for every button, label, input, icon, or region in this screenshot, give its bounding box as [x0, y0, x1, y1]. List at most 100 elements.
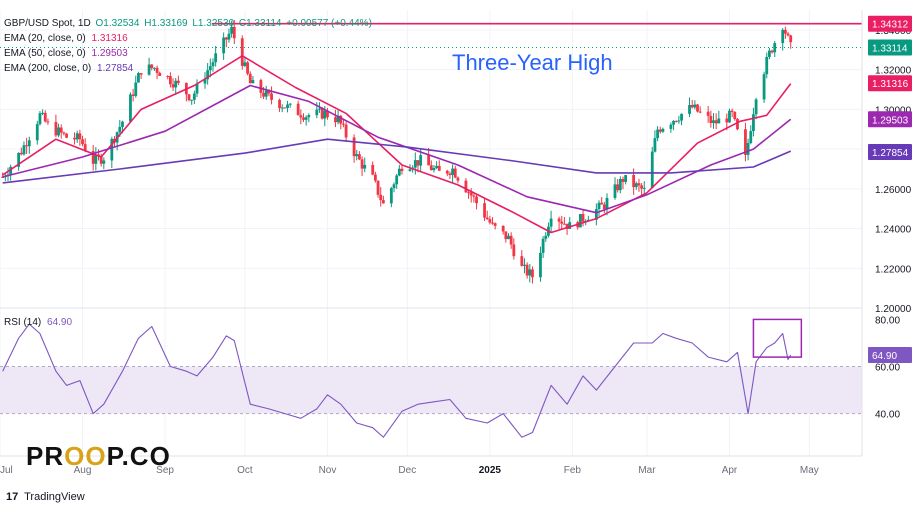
candle-down	[283, 107, 287, 109]
candle-down	[360, 159, 364, 169]
candle-down	[171, 84, 175, 88]
candle-up	[192, 93, 196, 100]
candle-down	[158, 72, 162, 76]
x-tick-label: May	[800, 465, 819, 476]
candle-down	[54, 122, 58, 136]
ema20-legend[interactable]: EMA (20, close, 0) 1.31316	[4, 31, 372, 46]
logo-text-right: P.CO	[106, 441, 171, 471]
rsi-tick-label: 40.00	[875, 410, 900, 421]
ema200-legend[interactable]: EMA (200, close, 0) 1.27854	[4, 61, 372, 76]
ema50-value: 1.29503	[91, 48, 128, 59]
x-tick-label: Feb	[564, 465, 582, 476]
rsi-line-path	[2, 323, 792, 438]
candle-down	[557, 218, 561, 222]
candle-up	[315, 109, 319, 116]
candle-up	[605, 197, 609, 210]
open-value: O1.32534	[95, 18, 140, 29]
candle-down	[448, 173, 452, 176]
candle-down	[270, 93, 273, 100]
close-value: C1.33114	[238, 18, 282, 29]
candle-down	[99, 156, 103, 164]
candle-up	[528, 269, 532, 276]
candle-up	[195, 83, 199, 94]
candle-down	[501, 225, 505, 232]
candle-up	[102, 160, 106, 164]
candle-down	[65, 133, 68, 138]
candle-down	[464, 180, 468, 193]
candle-down	[512, 244, 516, 257]
rsi-legend[interactable]: RSI (14) 64.90	[4, 317, 72, 328]
candle-down	[166, 75, 170, 77]
candle-up	[568, 222, 572, 229]
candle-up	[27, 140, 31, 147]
candle-up	[634, 183, 638, 188]
candle-up	[653, 138, 657, 152]
candle-down	[733, 111, 737, 120]
candle-up	[762, 74, 766, 100]
candle-up	[523, 264, 526, 266]
candle-up	[214, 53, 218, 63]
candle-up	[578, 214, 582, 228]
candle-up	[243, 62, 247, 66]
candle-up	[121, 121, 124, 127]
y-tick-label: 1.24000	[875, 225, 912, 236]
candle-down	[621, 179, 625, 182]
x-tick-label: Oct	[237, 465, 253, 476]
candle-down	[616, 184, 620, 191]
candle-down	[714, 120, 718, 124]
candle-up	[672, 120, 675, 125]
candle-down	[78, 133, 82, 140]
candle-down	[725, 118, 729, 123]
candle-down	[525, 264, 529, 276]
candle-up	[129, 94, 132, 122]
candle-up	[264, 90, 268, 97]
candle-up	[323, 110, 327, 119]
candle-down	[789, 35, 793, 43]
candle-up	[419, 155, 423, 166]
candle-down	[139, 73, 143, 75]
candle-down	[150, 64, 154, 69]
rsi-tag-box	[868, 346, 912, 363]
rsi-line	[2, 318, 803, 438]
candle-down	[509, 235, 513, 245]
price-tag-box	[868, 15, 912, 32]
candle-down	[91, 151, 95, 164]
candle-down	[485, 217, 489, 220]
three-year-high-annotation: Three-Year High	[452, 50, 613, 75]
candle-down	[240, 38, 244, 66]
price-tag-box	[868, 111, 912, 128]
candle-down	[706, 111, 710, 116]
candle-up	[717, 118, 721, 124]
price-tags: 1.34312 1.33114 1.31316 1.29503 1.27854 64.90	[868, 15, 912, 363]
x-tick-label: Dec	[398, 465, 416, 476]
y-tick-label: 1.30000	[875, 105, 912, 116]
candle-down	[783, 29, 787, 34]
candle-down	[786, 33, 790, 36]
candle-down	[320, 108, 324, 119]
candle-down	[187, 94, 191, 101]
indicator-legend: GBP/USD Spot, 1D O1.32534 H1.33169 L1.32…	[4, 16, 372, 76]
candle-down	[456, 177, 460, 181]
candle-up	[208, 66, 212, 71]
candle-up	[749, 131, 753, 143]
candle-up	[22, 145, 26, 155]
candle-down	[640, 185, 644, 189]
candle-down	[267, 90, 271, 94]
ema20-label: EMA (20, close, 0)	[4, 33, 86, 44]
candle-up	[174, 80, 178, 88]
candle-up	[539, 252, 542, 278]
candle-down	[520, 256, 524, 266]
candle-up	[227, 33, 231, 40]
candle-down	[472, 195, 476, 197]
candle-down	[358, 154, 361, 160]
ema20-line	[2, 55, 792, 234]
candle-up	[781, 29, 785, 44]
tradingview-footer[interactable]: 17 TradingView	[6, 491, 85, 503]
ema200-label: EMA (200, close, 0)	[4, 63, 92, 74]
candle-up	[363, 164, 367, 169]
candle-up	[94, 154, 98, 164]
ema50-legend[interactable]: EMA (50, close, 0) 1.29503	[4, 46, 372, 61]
candle-up	[728, 110, 731, 123]
candle-down	[371, 164, 375, 175]
symbol-label: GBP/USD Spot, 1D	[4, 18, 91, 29]
